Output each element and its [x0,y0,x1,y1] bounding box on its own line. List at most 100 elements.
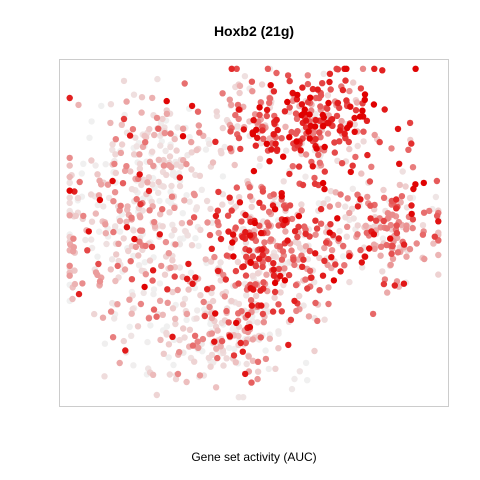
cell-point [259,127,266,134]
cell-point [334,215,341,222]
cell-point [209,159,217,166]
cell-point [240,394,247,401]
cell-point [88,118,95,125]
cell-point [218,337,226,345]
cell-point [380,280,388,288]
cell-point [311,180,319,187]
cell-point [250,167,258,175]
cell-point [286,104,293,111]
cell-point [207,205,214,213]
cell-point [359,107,366,114]
cell-point [228,207,235,214]
cell-point [123,163,130,170]
cell-point [211,338,218,345]
cell-point [247,232,254,239]
cell-point [279,248,287,255]
cell-point [320,70,327,78]
cell-point [394,125,402,133]
cell-point [380,194,388,201]
cell-point [312,217,319,224]
cell-point [176,348,183,356]
cell-point [343,233,350,240]
cell-point [311,123,319,130]
x-axis-label: Gene set activity (AUC) [191,450,316,464]
cell-point [336,104,343,112]
cell-point [264,308,272,315]
cell-point [242,272,250,279]
cell-point [291,261,298,269]
cell-point [133,143,140,150]
cell-point [98,102,105,110]
cell-point [259,263,266,271]
cell-point [269,308,277,315]
cell-point [349,185,356,192]
cell-point [250,117,257,124]
cell-point [265,365,272,373]
cell-point [116,228,124,235]
cell-point [202,256,209,263]
cell-point [109,334,117,341]
cell-point [141,132,148,140]
cell-point [214,354,221,362]
cell-point [172,320,179,328]
cell-point [380,217,387,225]
cell-point [233,184,240,191]
cell-point [421,255,428,263]
cell-point [380,186,387,194]
cell-point [257,229,265,237]
cell-point [312,250,319,257]
cell-point [192,274,199,281]
cell-point [202,146,210,153]
cell-point [400,241,408,248]
cell-point [343,97,350,104]
cell-point [433,177,441,185]
cell-point [211,253,218,261]
cell-point [278,135,285,142]
cell-point [259,188,267,195]
cell-point [153,114,161,122]
cell-point [352,153,359,161]
cell-point [247,297,255,304]
cell-point [403,253,410,260]
cell-point [350,215,357,222]
cell-point [346,145,353,153]
cell-point [208,245,215,252]
cell-point [218,150,225,157]
cell-point [213,108,220,115]
cell-point [275,222,282,229]
cell-point [243,360,250,368]
cell-point [312,135,319,143]
cell-point [433,212,441,219]
cell-point [137,300,145,308]
cell-point [244,311,252,319]
cell-point [206,231,214,239]
cell-point [336,227,343,235]
cell-point [291,375,298,383]
cell-point [142,139,149,146]
cell-point [130,151,138,158]
cell-point [302,151,310,158]
cell-point [357,85,365,92]
cell-point [206,303,213,311]
cell-point [159,223,166,230]
cell-point [121,266,129,273]
cell-point [197,226,204,234]
cell-point [312,110,319,118]
cell-point [240,126,247,133]
cell-point [136,171,143,178]
cell-point [305,313,313,320]
cell-point [293,138,300,145]
cell-point [361,253,369,260]
cell-point [292,110,300,117]
cell-point [200,298,207,306]
cell-point [420,209,428,216]
cell-point [249,253,256,260]
cell-point [88,236,95,243]
cell-point [257,287,264,294]
cell-point [132,243,140,251]
cell-point [293,115,301,123]
cell-point [66,199,73,207]
cell-point [341,130,348,137]
cell-point [66,194,73,201]
cell-point [349,162,356,169]
